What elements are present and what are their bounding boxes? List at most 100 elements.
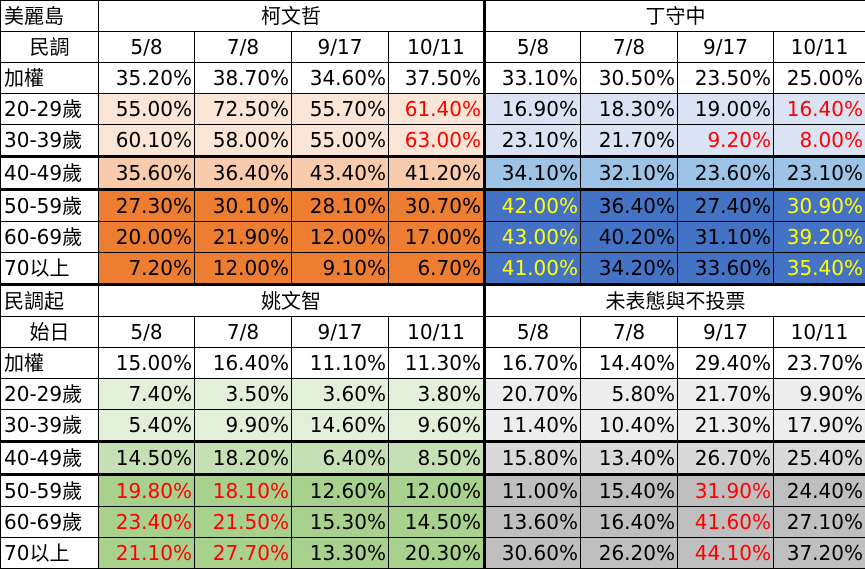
top-date-header: 7/8: [581, 32, 678, 63]
data-cell: 3.60%: [292, 379, 389, 410]
data-cell: 25.00%: [774, 63, 865, 94]
data-cell: 36.40%: [195, 157, 292, 190]
row-label: 40-49歲: [1, 442, 99, 475]
data-cell: 19.00%: [678, 94, 774, 125]
data-cell: 30.90%: [774, 190, 865, 222]
data-cell: 72.50%: [195, 94, 292, 125]
data-cell: 34.60%: [292, 63, 389, 94]
data-cell: 34.10%: [485, 157, 581, 190]
data-cell: 35.20%: [99, 63, 195, 94]
data-cell: 40.20%: [581, 222, 678, 253]
data-cell: 35.60%: [99, 157, 195, 190]
data-cell: 5.80%: [581, 379, 678, 410]
row-label: 50-59歲: [1, 190, 99, 222]
row-label: 30-39歲: [1, 410, 99, 442]
data-cell: 30.70%: [389, 190, 485, 222]
data-cell: 25.40%: [774, 442, 865, 475]
data-cell: 39.20%: [774, 222, 865, 253]
data-cell: 27.10%: [774, 507, 865, 538]
data-cell: 8.00%: [774, 125, 865, 157]
data-cell: 11.00%: [485, 475, 581, 507]
data-cell: 12.60%: [292, 475, 389, 507]
data-cell: 7.20%: [99, 253, 195, 285]
bottom-candidate-a: 姚文智: [99, 285, 485, 317]
top-corner-line2: 民調: [1, 32, 99, 63]
bottom-corner-line2: 始日: [1, 317, 99, 348]
data-cell: 21.90%: [195, 222, 292, 253]
data-cell: 21.50%: [195, 507, 292, 538]
top-date-header: 9/17: [292, 32, 389, 63]
data-cell: 15.00%: [99, 348, 195, 379]
bottom-date-header: 9/17: [292, 317, 389, 348]
data-cell: 41.20%: [389, 157, 485, 190]
data-cell: 9.90%: [195, 410, 292, 442]
data-cell: 23.60%: [678, 157, 774, 190]
data-cell: 60.10%: [99, 125, 195, 157]
data-cell: 32.10%: [581, 157, 678, 190]
data-cell: 15.40%: [581, 475, 678, 507]
data-cell: 12.00%: [195, 253, 292, 285]
data-cell: 11.10%: [292, 348, 389, 379]
data-cell: 19.80%: [99, 475, 195, 507]
row-label: 40-49歲: [1, 157, 99, 190]
top-date-header: 10/11: [774, 32, 865, 63]
data-cell: 28.10%: [292, 190, 389, 222]
row-label: 60-69歲: [1, 507, 99, 538]
data-cell: 21.70%: [678, 379, 774, 410]
top-date-header: 5/8: [485, 32, 581, 63]
data-cell: 23.40%: [99, 507, 195, 538]
data-cell: 23.10%: [485, 125, 581, 157]
data-cell: 18.10%: [195, 475, 292, 507]
data-cell: 6.40%: [292, 442, 389, 475]
data-cell: 8.50%: [389, 442, 485, 475]
data-cell: 30.10%: [195, 190, 292, 222]
data-cell: 18.20%: [195, 442, 292, 475]
row-label: 70以上: [1, 253, 99, 285]
data-cell: 17.90%: [774, 410, 865, 442]
data-cell: 3.50%: [195, 379, 292, 410]
data-cell: 16.40%: [195, 348, 292, 379]
data-cell: 14.60%: [292, 410, 389, 442]
data-cell: 9.60%: [389, 410, 485, 442]
row-label: 20-29歲: [1, 94, 99, 125]
data-cell: 11.30%: [389, 348, 485, 379]
data-cell: 14.40%: [581, 348, 678, 379]
data-cell: 20.00%: [99, 222, 195, 253]
data-cell: 14.50%: [389, 507, 485, 538]
data-cell: 36.40%: [581, 190, 678, 222]
data-cell: 29.40%: [678, 348, 774, 379]
data-cell: 42.00%: [485, 190, 581, 222]
data-cell: 18.30%: [581, 94, 678, 125]
data-cell: 23.70%: [774, 348, 865, 379]
data-cell: 15.30%: [292, 507, 389, 538]
data-cell: 38.70%: [195, 63, 292, 94]
row-label: 加權: [1, 63, 99, 94]
data-cell: 24.40%: [774, 475, 865, 507]
data-cell: 41.00%: [485, 253, 581, 285]
data-cell: 58.00%: [195, 125, 292, 157]
data-cell: 3.80%: [389, 379, 485, 410]
data-cell: 23.50%: [678, 63, 774, 94]
data-cell: 43.00%: [485, 222, 581, 253]
data-cell: 23.10%: [774, 157, 865, 190]
data-cell: 21.70%: [581, 125, 678, 157]
data-cell: 27.40%: [678, 190, 774, 222]
data-cell: 31.10%: [678, 222, 774, 253]
data-cell: 30.50%: [581, 63, 678, 94]
data-cell: 33.60%: [678, 253, 774, 285]
data-cell: 61.40%: [389, 94, 485, 125]
row-label: 30-39歲: [1, 125, 99, 157]
data-cell: 5.40%: [99, 410, 195, 442]
data-cell: 12.00%: [389, 475, 485, 507]
data-cell: 13.40%: [581, 442, 678, 475]
